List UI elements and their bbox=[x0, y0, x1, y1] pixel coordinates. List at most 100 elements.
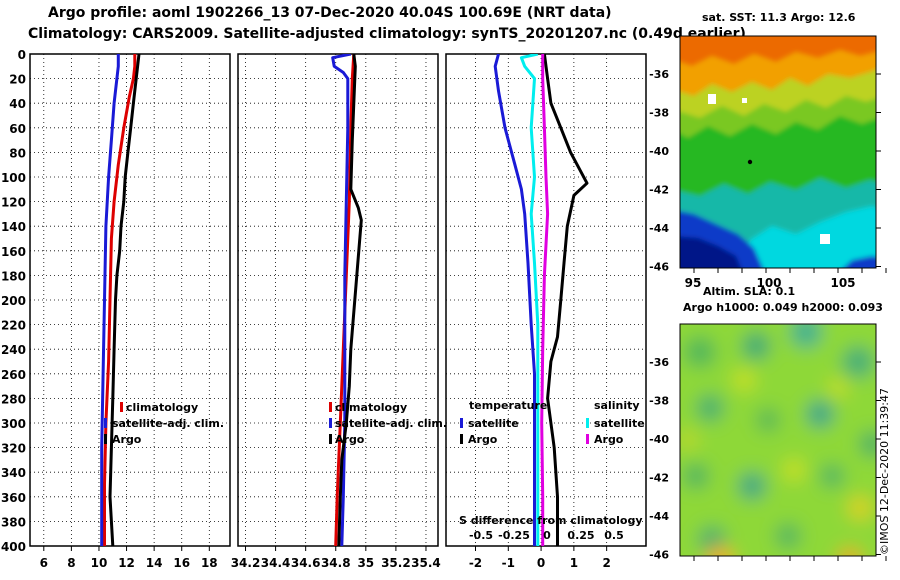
legend-label-climatology: climatology bbox=[126, 401, 198, 414]
series-line-temperature-argo bbox=[542, 54, 589, 546]
x-tick-label: 35.2 bbox=[381, 556, 411, 570]
x-tick-label: 6 bbox=[40, 556, 48, 570]
figure-title-line1: Argo profile: aoml 1902266_13 07-Dec-202… bbox=[48, 5, 612, 21]
depth-tick-label: 40 bbox=[9, 97, 26, 111]
depth-tick-label: 320 bbox=[1, 442, 26, 456]
salinity-series bbox=[331, 54, 363, 546]
difference-panel: -2 -1 0 1 2 temperature salinity satellite A… bbox=[445, 53, 647, 570]
sst-map: -36 -38 -40 -42 -44 -46 95 100 105 bbox=[649, 35, 887, 290]
lon-tick-label: 100 bbox=[756, 276, 781, 290]
x-tick-label: 1 bbox=[570, 556, 578, 570]
depth-tick-label: 140 bbox=[1, 220, 26, 234]
lat-tick-label: -42 bbox=[649, 472, 669, 485]
depth-tick-label: 280 bbox=[1, 392, 26, 406]
sst-cloud-gap bbox=[708, 94, 716, 104]
x-tick-label: -1 bbox=[502, 556, 515, 570]
depth-tick-label: 260 bbox=[1, 368, 26, 382]
difference-tick-labels: -2 -1 0 1 2 bbox=[469, 556, 611, 570]
sst-map-frame bbox=[679, 35, 877, 269]
x-tick-label: 12 bbox=[118, 556, 135, 570]
x-tick-label: 16 bbox=[173, 556, 190, 570]
legend-swatch-argo bbox=[329, 434, 332, 444]
legend-swatch-temp-argo bbox=[460, 434, 463, 444]
argo-float-marker bbox=[747, 159, 753, 165]
temperature-panel: 0 20 40 60 80 100 120 140 160 180 200 220 240 260 280 3… bbox=[1, 48, 231, 570]
s-scale-label: 0.5 bbox=[604, 529, 624, 542]
lat-tick-label: -40 bbox=[649, 433, 669, 446]
depth-tick-label: 160 bbox=[1, 245, 26, 259]
salinity-tick-labels: 34.2 34.4 34.6 34.8 35 35.2 35.4 bbox=[231, 556, 441, 570]
depth-tick-label: 360 bbox=[1, 491, 26, 505]
x-tick-label: 35.4 bbox=[411, 556, 441, 570]
legend-swatch-sal-argo bbox=[586, 434, 589, 444]
lat-tick-label: -38 bbox=[649, 107, 669, 120]
lat-tick-label: -46 bbox=[649, 261, 669, 274]
lat-tick-label: -44 bbox=[649, 510, 669, 523]
depth-tick-label: 20 bbox=[9, 73, 26, 87]
legend-label-argo: Argo bbox=[335, 433, 365, 446]
legend-label-climatology: climatology bbox=[335, 401, 407, 414]
legend-label-sal-satellite: satellite bbox=[594, 417, 645, 430]
legend-label-temp-satellite: satellite bbox=[468, 417, 519, 430]
lat-tick-label: -42 bbox=[649, 184, 669, 197]
x-tick-label: 35 bbox=[357, 556, 374, 570]
series-line-satellite-adj-clim- bbox=[100, 54, 120, 546]
lon-tick-label: 95 bbox=[685, 276, 702, 290]
sla-map: -36 -38 -40 -42 -44 -46 bbox=[649, 323, 887, 562]
x-tick-label: 0 bbox=[537, 556, 545, 570]
difference-series bbox=[493, 54, 589, 546]
sla-longitude-ticks bbox=[693, 556, 887, 561]
sst-latitude-ticks: -36 -38 -40 -42 -44 -46 bbox=[649, 68, 881, 274]
lat-tick-label: -38 bbox=[649, 395, 669, 408]
temperature-legend: climatology satellite-adj. clim. Argo bbox=[104, 401, 224, 446]
salinity-panel: 34.2 34.4 34.6 34.8 35 35.2 35.4 climatology s… bbox=[231, 53, 447, 570]
sst-cloud-gap bbox=[820, 234, 830, 244]
s-scale-label: 0.25 bbox=[567, 529, 594, 542]
s-scale-label: -0.25 bbox=[498, 529, 530, 542]
legend-label-temp-argo: Argo bbox=[468, 433, 498, 446]
legend-header-salinity: salinity bbox=[594, 399, 640, 412]
depth-tick-label: 220 bbox=[1, 319, 26, 333]
series-line-argo bbox=[108, 54, 141, 546]
legend-swatch-sal-satellite bbox=[586, 418, 589, 428]
sla-map-subtitle: Argo h1000: 0.049 h2000: 0.093 bbox=[683, 301, 883, 314]
salinity-difference-note: S difference from climatology bbox=[459, 514, 643, 527]
depth-tick-label: 0 bbox=[18, 48, 26, 62]
legend-header-temperature: temperature bbox=[469, 399, 547, 412]
salinity-legend: climatology satellite-adj. clim. Argo bbox=[329, 401, 447, 446]
legend-swatch-climatology bbox=[120, 402, 123, 412]
depth-tick-label: 120 bbox=[1, 196, 26, 210]
x-tick-label: 34.2 bbox=[231, 556, 261, 570]
salinity-difference-scale: -0.5 -0.25 0 0.25 0.5 bbox=[469, 529, 624, 542]
legend-label-satellite: satellite-adj. clim. bbox=[335, 417, 447, 430]
figure-title-line2: Climatology: CARS2009. Satellite-adjuste… bbox=[28, 26, 746, 42]
x-tick-label: -2 bbox=[469, 556, 482, 570]
legend-swatch-satellite bbox=[329, 418, 332, 428]
legend-swatch-temp-satellite bbox=[460, 418, 463, 428]
s-scale-label: 0 bbox=[543, 529, 551, 542]
lat-tick-label: -40 bbox=[649, 145, 669, 158]
difference-legend: temperature salinity satellite Argo sate… bbox=[459, 399, 645, 542]
x-tick-label: 10 bbox=[91, 556, 108, 570]
x-tick-label: 2 bbox=[602, 556, 610, 570]
depth-tick-label: 60 bbox=[9, 122, 26, 136]
x-tick-label: 18 bbox=[201, 556, 218, 570]
legend-label-satellite: satellite-adj. clim. bbox=[112, 417, 224, 430]
x-tick-label: 14 bbox=[146, 556, 163, 570]
sst-cloud-gap bbox=[742, 98, 747, 103]
depth-tick-label: 100 bbox=[1, 171, 26, 185]
sla-map-title: Altim. SLA: 0.1 bbox=[703, 285, 796, 298]
s-scale-label: -0.5 bbox=[469, 529, 493, 542]
depth-tick-label: 300 bbox=[1, 417, 26, 431]
sst-longitude-ticks: 95 100 105 bbox=[685, 268, 887, 290]
sla-latitude-ticks: -36 -38 -40 -42 -44 -46 bbox=[649, 356, 881, 562]
x-tick-label: 34.6 bbox=[291, 556, 321, 570]
lon-tick-label: 105 bbox=[830, 276, 855, 290]
sla-map-frame bbox=[679, 323, 877, 557]
series-line-salinity-argo bbox=[540, 54, 550, 546]
lat-tick-label: -36 bbox=[649, 356, 669, 369]
depth-tick-labels: 0 20 40 60 80 100 120 140 160 180 200 220 240 260 280 3… bbox=[1, 48, 26, 554]
legend-swatch-satellite bbox=[104, 418, 107, 428]
series-line-salinity-satellite bbox=[519, 54, 540, 546]
